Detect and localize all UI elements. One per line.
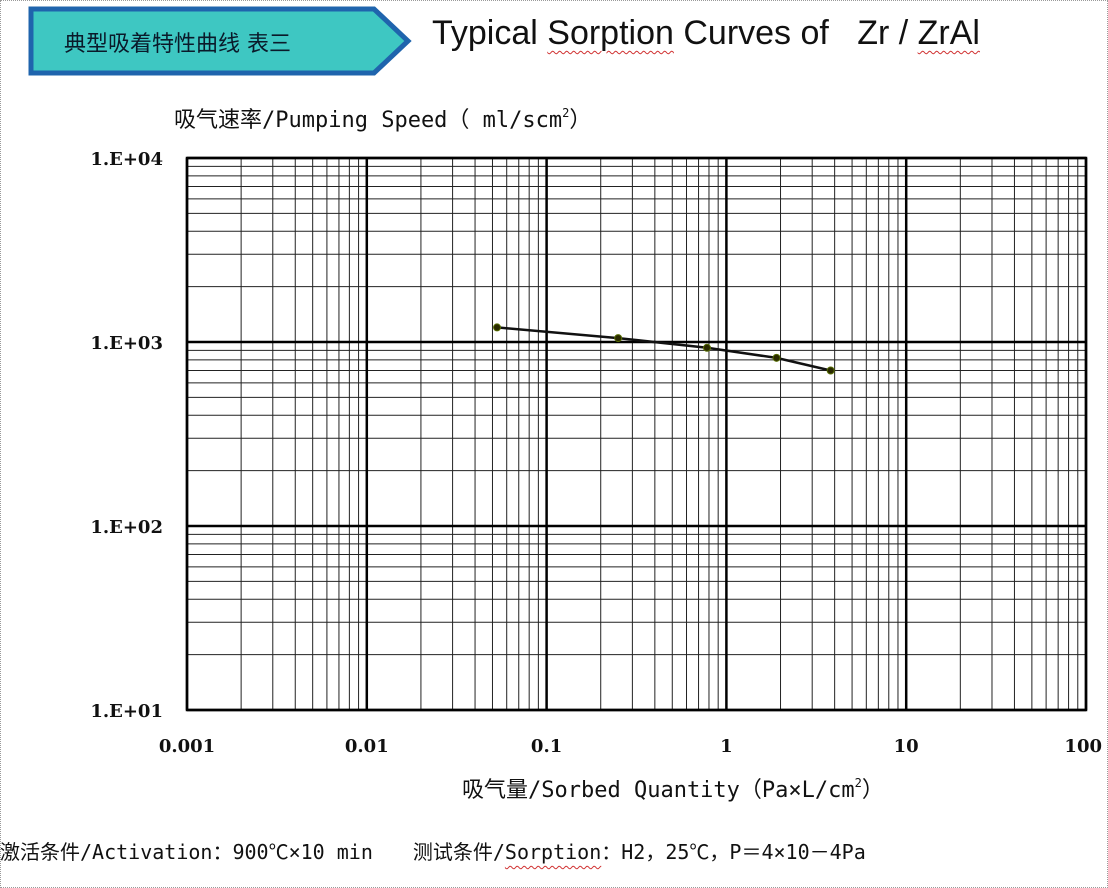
sorption-conditions: 测试条件/Sorption：H2，25℃，P＝4×10－4Pa [413, 840, 866, 864]
data-point [702, 343, 711, 352]
x-tick-label: 0.001 [159, 736, 215, 757]
y-tick-label: 1.E+03 [90, 333, 163, 354]
section-badge: 典型吸着特性曲线 表三 [28, 6, 412, 76]
x-axis-title-superscript: 2 [854, 776, 862, 790]
title-sorption-word: Sorption [547, 14, 674, 52]
data-point [614, 334, 623, 343]
sorption-word: Sorption [504, 840, 602, 864]
x-tick-label: 1 [720, 736, 733, 757]
y-tick-label: 1.E+04 [90, 149, 163, 170]
x-tick-label: 0.1 [531, 736, 562, 757]
conditions-footer: 激活条件/Activation：900℃×10 min 测试条件/Sorption… [0, 836, 1108, 865]
sorption-rest: ：H2，25℃，P＝4×10－4Pa [601, 840, 866, 864]
data-point [772, 353, 781, 362]
x-tick-label: 0.01 [345, 736, 389, 757]
y-axis-title: 吸气速率/Pumping Speed（ ml/scm2） [174, 102, 591, 134]
y-tick-label: 1.E+01 [90, 701, 163, 722]
badge-arrow-shape [28, 6, 412, 76]
y-axis-title-text: 吸气速率/Pumping Speed（ ml/scm [174, 108, 563, 133]
plot-area-border [185, 156, 1088, 712]
page-title: Typical Sorption Curves of Zr / ZrAl [432, 14, 980, 53]
y-tick-label: 1.E+02 [90, 517, 163, 538]
x-tick-label: 100 [1064, 736, 1102, 757]
x-axis-title: 吸气量/Sorbed Quantity（Pa×L/cm2） [462, 772, 884, 804]
data-point [826, 366, 835, 375]
title-middle: Curves of Zr / [673, 14, 918, 52]
data-point [493, 323, 502, 332]
title-prefix: Typical [432, 14, 548, 52]
sorption-prefix: 测试条件/ [412, 840, 505, 864]
title-zral-word: ZrAl [917, 14, 980, 52]
x-axis-title-end: ） [861, 778, 884, 803]
x-axis-title-text: 吸气量/Sorbed Quantity（Pa×L/cm [462, 778, 855, 803]
y-axis-title-end: ） [569, 108, 592, 133]
sorption-chart: 0.001 0.01 0.1 1 10 100 1.E+01 1.E+02 1.E+03 1.E+… [90, 149, 1102, 757]
x-tick-label: 10 [894, 736, 919, 757]
activation-conditions: 激活条件/Activation：900℃×10 min [0, 840, 373, 864]
y-axis-title-superscript: 2 [562, 106, 570, 120]
badge-label: 典型吸着特性曲线 表三 [64, 32, 291, 57]
